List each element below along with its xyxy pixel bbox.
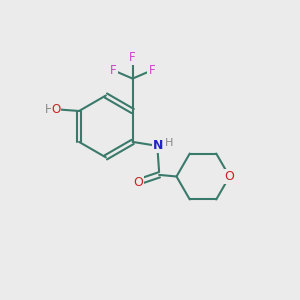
Text: F: F (148, 64, 155, 77)
Text: N: N (152, 139, 163, 152)
Text: H: H (165, 138, 173, 148)
Text: F: F (129, 51, 136, 64)
Text: F: F (110, 64, 117, 77)
Text: H: H (45, 103, 54, 116)
Text: O: O (51, 103, 61, 116)
Text: O: O (133, 176, 143, 189)
Text: O: O (225, 170, 234, 183)
